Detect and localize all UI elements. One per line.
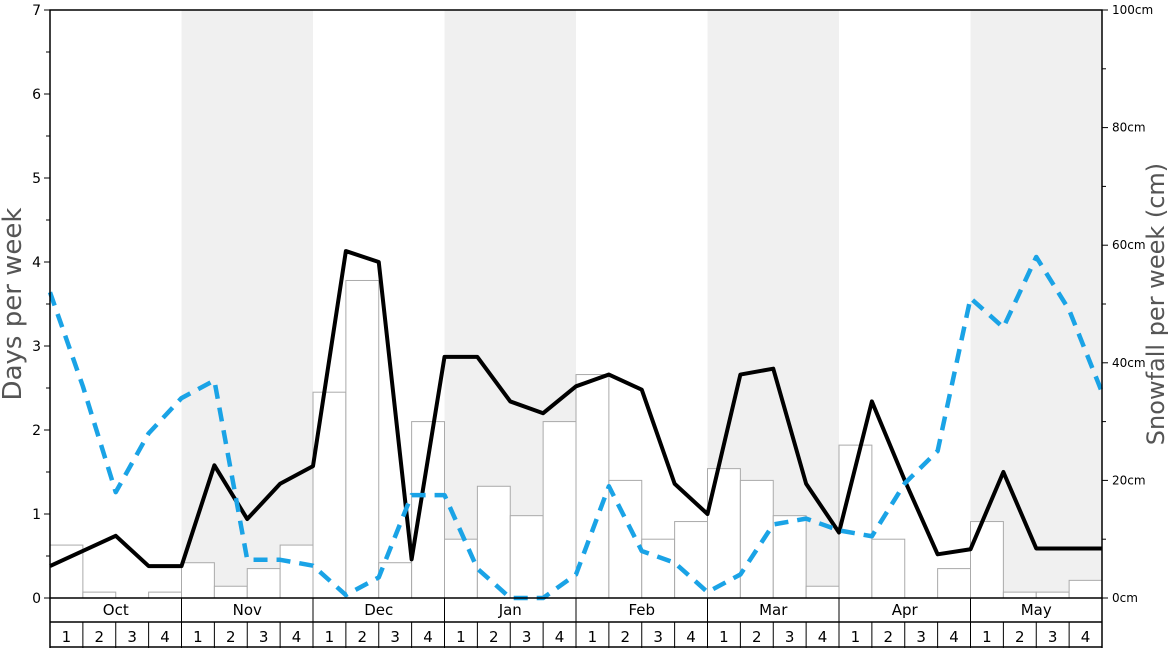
week-label: 4 (818, 628, 828, 646)
week-label: 2 (489, 628, 499, 646)
axes: 0 1 2 3 4 5 6 7 0cm 20cm 40cm 60cm 80cm 100cm Oct 1 2 3 4 N… (32, 3, 1153, 648)
snowfall-bar (246, 568, 281, 599)
week-label: 3 (522, 628, 532, 646)
week-label: 4 (160, 628, 170, 646)
week-label: 3 (390, 628, 400, 646)
month-label: Mar (759, 601, 788, 619)
left-tick-label: 1 (32, 507, 41, 523)
week-label: 1 (588, 628, 598, 646)
week-label: 2 (226, 628, 236, 646)
left-axis-title: Days per week (0, 208, 28, 401)
week-label: 4 (555, 628, 565, 646)
snowfall-bar (772, 515, 807, 599)
week-label: 3 (653, 628, 663, 646)
week-label: 1 (982, 628, 992, 646)
snowfall-bar (871, 538, 906, 599)
week-label: 2 (884, 628, 894, 646)
right-tick-label: 80cm (1112, 121, 1146, 135)
snowfall-bar (509, 515, 544, 599)
week-label: 1 (719, 628, 729, 646)
week-label: 2 (752, 628, 762, 646)
snowfall-bars (49, 279, 1103, 599)
snowfall-bar (279, 544, 314, 599)
week-label: 2 (621, 628, 631, 646)
snowfall-bar (345, 279, 380, 599)
month-label: Jan (498, 601, 522, 619)
left-tick-label: 5 (32, 171, 41, 187)
week-label: 4 (949, 628, 959, 646)
month-label: Nov (233, 601, 262, 619)
snowfall-bar (1035, 591, 1070, 599)
snowfall-bar (1002, 591, 1037, 599)
week-label: 4 (423, 628, 433, 646)
month-label: Oct (103, 601, 129, 619)
week-label: 4 (1081, 628, 1091, 646)
snowfall-bar (476, 485, 511, 599)
week-label: 2 (358, 628, 368, 646)
left-tick-label: 6 (32, 87, 41, 103)
right-tick-label: 40cm (1112, 356, 1146, 370)
week-label: 2 (1015, 628, 1025, 646)
snowfall-bar (739, 479, 774, 599)
week-label: 1 (851, 628, 861, 646)
week-label: 1 (325, 628, 335, 646)
snowfall-bar (641, 538, 676, 599)
week-label: 1 (193, 628, 203, 646)
snowfall-bar (805, 585, 840, 599)
snowfall-bar (148, 591, 182, 599)
series-lines (47, 249, 1105, 601)
month-label: Feb (628, 601, 655, 619)
left-tick-label: 3 (32, 339, 41, 355)
week-label: 3 (1048, 628, 1058, 646)
left-tick-label: 2 (32, 423, 41, 439)
snowfall-bar (213, 585, 248, 599)
left-tick-label: 0 (32, 591, 41, 607)
month-label: Apr (892, 601, 919, 619)
snowfall-bar (82, 591, 117, 599)
week-label: 3 (127, 628, 137, 646)
month-label: May (1021, 601, 1052, 619)
snow-days-dashed-line (47, 254, 1105, 601)
week-label: 4 (686, 628, 696, 646)
right-tick-label: 60cm (1112, 238, 1146, 252)
snowfall-bar (608, 479, 643, 599)
week-label: 4 (292, 628, 302, 646)
days-per-week-line (49, 249, 1102, 569)
snowfall-bar (542, 421, 577, 599)
right-tick-label: 0cm (1112, 591, 1138, 605)
left-tick-label: 7 (32, 3, 41, 19)
right-tick-label: 100cm (1112, 3, 1153, 17)
week-label: 2 (95, 628, 105, 646)
shade-band-may (970, 10, 1102, 598)
snowfall-bar (444, 538, 478, 599)
week-label: 3 (785, 628, 795, 646)
month-label: Dec (364, 601, 393, 619)
week-label: 3 (916, 628, 926, 646)
snowfall-bar (181, 562, 215, 599)
left-tick-label: 4 (32, 255, 41, 271)
right-tick-label: 20cm (1112, 473, 1146, 487)
right-axis-title: Snowfall per week (cm) (1142, 163, 1168, 445)
snowfall-bar (937, 568, 971, 599)
week-label: 3 (259, 628, 269, 646)
snowfall-bar (1068, 579, 1103, 599)
week-label: 1 (456, 628, 466, 646)
week-label: 1 (62, 628, 72, 646)
